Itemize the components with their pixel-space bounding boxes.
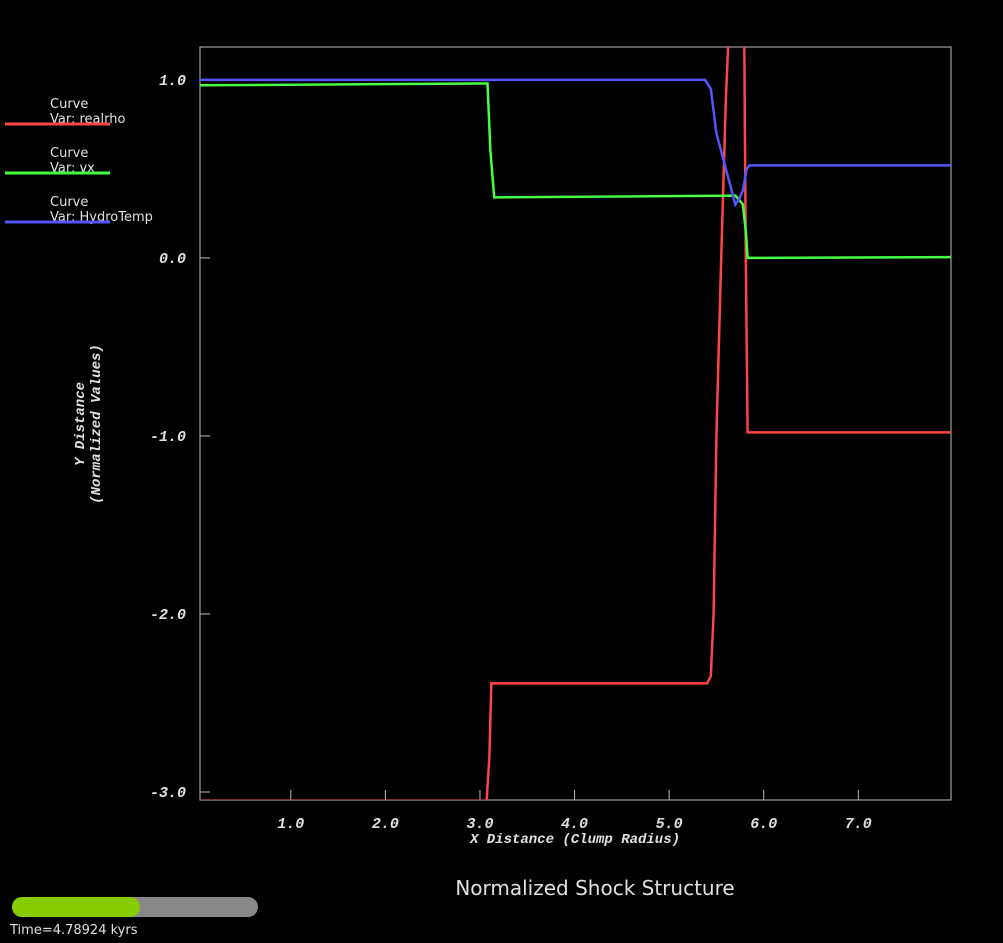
chart-title: Normalized Shock Structure (455, 876, 734, 900)
series-line (200, 47, 951, 800)
x-tick-label: 3.0 (466, 816, 493, 833)
series-line (200, 82, 951, 260)
x-tick-label: 7.0 (845, 816, 872, 833)
x-tick-label: 1.0 (277, 816, 304, 833)
time-slider-fill (12, 897, 140, 917)
y-tick-label: -1.0 (150, 429, 186, 446)
legend-title: Curve (50, 97, 88, 112)
x-tick-label: 4.0 (561, 816, 588, 833)
plot-frame (199, 46, 952, 801)
y-axis-title: Y Distance (Normalized Values) (73, 344, 105, 504)
legend-title: Curve (50, 146, 88, 161)
y-tick-label: -3.0 (150, 785, 186, 802)
x-axis-title: X Distance (Clump Radius) (469, 832, 680, 848)
x-tick-label: 6.0 (750, 816, 777, 833)
x-tick-label: 5.0 (656, 816, 683, 833)
plot-lines (200, 47, 951, 800)
legend-title: Curve (50, 195, 88, 210)
y-tick-label: 0.0 (159, 251, 186, 268)
time-label: Time=4.78924 kyrs (9, 923, 138, 938)
y-axis-title-line: (Normalized Values) (89, 344, 105, 504)
y-axis-title-line: Y Distance (73, 382, 89, 466)
y-tick-label: -2.0 (150, 607, 186, 624)
x-tick-label: 2.0 (372, 816, 399, 833)
y-tick-label: 1.0 (159, 73, 186, 90)
series-line (200, 78, 951, 208)
